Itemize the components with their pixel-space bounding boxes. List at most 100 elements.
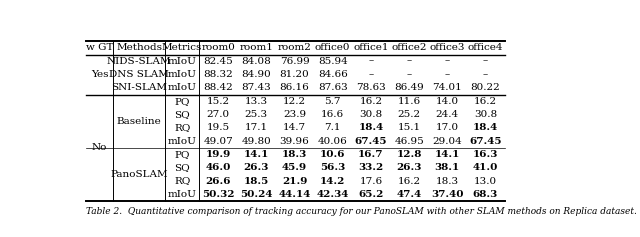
Text: 15.1: 15.1 — [397, 123, 420, 132]
Text: SNI-SLAM: SNI-SLAM — [111, 83, 167, 92]
Text: Methods: Methods — [116, 43, 163, 52]
Text: 81.20: 81.20 — [280, 70, 309, 79]
Text: –: – — [368, 70, 374, 79]
Text: 11.6: 11.6 — [397, 97, 420, 106]
Text: office0: office0 — [315, 43, 351, 52]
Text: 86.49: 86.49 — [394, 83, 424, 92]
Text: 16.6: 16.6 — [321, 110, 344, 119]
Text: –: – — [368, 57, 374, 66]
Text: 16.3: 16.3 — [473, 150, 498, 159]
Text: 18.4: 18.4 — [473, 123, 498, 132]
Text: 16.2: 16.2 — [397, 177, 420, 186]
Text: 5.7: 5.7 — [324, 97, 341, 106]
Text: 80.22: 80.22 — [470, 83, 500, 92]
Text: 65.2: 65.2 — [358, 190, 383, 199]
Text: –: – — [445, 70, 450, 79]
Text: 18.3: 18.3 — [282, 150, 307, 159]
Text: mIoU: mIoU — [168, 137, 196, 146]
Text: mIoU: mIoU — [168, 83, 196, 92]
Text: 37.40: 37.40 — [431, 190, 463, 199]
Text: 12.8: 12.8 — [396, 150, 422, 159]
Text: 18.5: 18.5 — [244, 177, 269, 186]
Text: 74.01: 74.01 — [433, 83, 462, 92]
Text: 18.3: 18.3 — [436, 177, 459, 186]
Text: 13.3: 13.3 — [244, 97, 268, 106]
Text: 15.2: 15.2 — [207, 97, 230, 106]
Text: No: No — [92, 143, 108, 152]
Text: room0: room0 — [201, 43, 235, 52]
Text: 13.0: 13.0 — [474, 177, 497, 186]
Text: 17.0: 17.0 — [436, 123, 459, 132]
Text: 87.43: 87.43 — [241, 83, 271, 92]
Text: 24.4: 24.4 — [436, 110, 459, 119]
Text: 78.63: 78.63 — [356, 83, 386, 92]
Text: 7.1: 7.1 — [324, 123, 341, 132]
Text: 29.04: 29.04 — [433, 137, 462, 146]
Text: 19.5: 19.5 — [207, 123, 230, 132]
Text: –: – — [406, 57, 412, 66]
Text: 44.14: 44.14 — [278, 190, 310, 199]
Text: 40.06: 40.06 — [318, 137, 348, 146]
Text: Baseline: Baseline — [117, 117, 162, 126]
Text: PQ: PQ — [175, 97, 190, 106]
Text: 23.9: 23.9 — [283, 110, 306, 119]
Text: 67.45: 67.45 — [355, 137, 387, 146]
Text: mIoU: mIoU — [168, 190, 196, 199]
Text: office3: office3 — [429, 43, 465, 52]
Text: 84.90: 84.90 — [241, 70, 271, 79]
Text: 14.7: 14.7 — [283, 123, 306, 132]
Text: 17.6: 17.6 — [359, 177, 383, 186]
Text: 84.66: 84.66 — [318, 70, 348, 79]
Text: 25.2: 25.2 — [397, 110, 420, 119]
Text: SQ: SQ — [174, 163, 190, 172]
Text: –: – — [406, 70, 412, 79]
Text: room2: room2 — [278, 43, 312, 52]
Text: DNS SLAM: DNS SLAM — [109, 70, 169, 79]
Text: 14.0: 14.0 — [436, 97, 459, 106]
Text: Yes: Yes — [91, 70, 108, 79]
Text: –: – — [445, 57, 450, 66]
Text: 86.16: 86.16 — [280, 83, 309, 92]
Text: mIoU: mIoU — [168, 70, 196, 79]
Text: 41.0: 41.0 — [473, 163, 498, 172]
Text: 87.63: 87.63 — [318, 83, 348, 92]
Text: PQ: PQ — [175, 150, 190, 159]
Text: RQ: RQ — [174, 177, 190, 186]
Text: 84.08: 84.08 — [241, 57, 271, 66]
Text: 39.96: 39.96 — [280, 137, 309, 146]
Text: 49.80: 49.80 — [241, 137, 271, 146]
Text: 16.2: 16.2 — [359, 97, 383, 106]
Text: 82.45: 82.45 — [204, 57, 233, 66]
Text: 88.42: 88.42 — [204, 83, 233, 92]
Text: office4: office4 — [468, 43, 503, 52]
Text: 56.3: 56.3 — [320, 163, 346, 172]
Text: 26.6: 26.6 — [205, 177, 231, 186]
Text: 17.1: 17.1 — [244, 123, 268, 132]
Text: mIoU: mIoU — [168, 57, 196, 66]
Text: 33.2: 33.2 — [358, 163, 383, 172]
Text: 14.2: 14.2 — [320, 177, 346, 186]
Text: office1: office1 — [353, 43, 388, 52]
Text: office2: office2 — [391, 43, 427, 52]
Text: room1: room1 — [239, 43, 273, 52]
Text: 46.0: 46.0 — [205, 163, 231, 172]
Text: 25.3: 25.3 — [244, 110, 268, 119]
Text: 50.24: 50.24 — [240, 190, 273, 199]
Text: 85.94: 85.94 — [318, 57, 348, 66]
Text: SQ: SQ — [174, 110, 190, 119]
Text: 10.6: 10.6 — [320, 150, 346, 159]
Text: 50.32: 50.32 — [202, 190, 234, 199]
Text: 88.32: 88.32 — [204, 70, 233, 79]
Text: RQ: RQ — [174, 123, 190, 132]
Text: 30.8: 30.8 — [474, 110, 497, 119]
Text: 76.99: 76.99 — [280, 57, 309, 66]
Text: 38.1: 38.1 — [435, 163, 460, 172]
Text: 12.2: 12.2 — [283, 97, 306, 106]
Text: 42.34: 42.34 — [317, 190, 349, 199]
Text: 47.4: 47.4 — [396, 190, 422, 199]
Text: 14.1: 14.1 — [435, 150, 460, 159]
Text: w GT: w GT — [86, 43, 113, 52]
Text: 26.3: 26.3 — [244, 163, 269, 172]
Text: –: – — [483, 57, 488, 66]
Text: 18.4: 18.4 — [358, 123, 383, 132]
